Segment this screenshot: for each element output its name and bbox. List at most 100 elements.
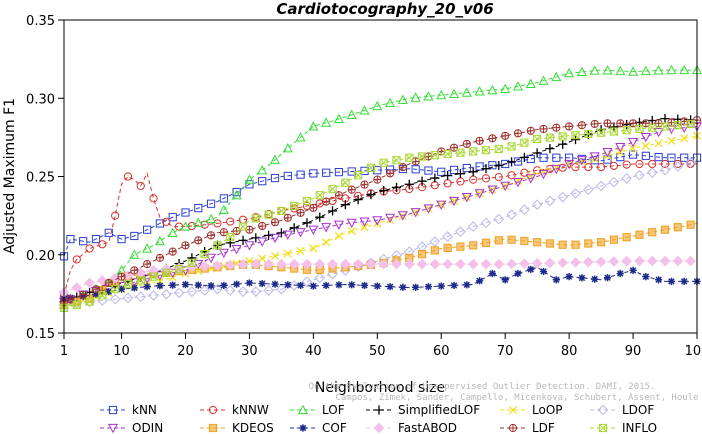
point-simplifiedlof <box>647 115 657 126</box>
point-ldof <box>263 285 274 296</box>
point-inflo <box>85 297 94 306</box>
point-kdeos <box>98 286 107 295</box>
point-knn <box>462 163 471 173</box>
point-lof <box>538 75 549 85</box>
point-cof <box>296 281 305 290</box>
point-inflo <box>213 241 222 250</box>
point-ldf <box>66 295 75 304</box>
legend-label: KDEOS <box>232 421 274 434</box>
point-cof <box>220 281 228 290</box>
point-odin <box>346 218 357 229</box>
point-cof <box>322 281 330 290</box>
legend-entry-ldof: LDOF <box>590 403 654 417</box>
point-inflo <box>341 178 350 187</box>
point-fastabod <box>263 258 274 270</box>
y-axis-title: Adjusted Maximum F1 <box>2 98 18 254</box>
point-fastabod <box>327 258 338 270</box>
point-kdeos <box>584 239 593 248</box>
point-lof <box>218 204 229 214</box>
point-knn <box>258 177 267 186</box>
series-loop <box>59 131 702 309</box>
point-ldof <box>634 169 645 181</box>
point-knnw <box>149 194 158 203</box>
x-tick-label: 90 <box>625 344 642 359</box>
point-cof <box>501 276 509 284</box>
legend: kNN kNNW LOF SimplifiedLOF LoOP LDOF ODIN KDEOS… <box>100 403 657 434</box>
y-tick-label: 0.15 <box>26 327 55 342</box>
point-kdeos <box>469 241 478 250</box>
legend-entry-knnw: kNNW <box>200 403 269 417</box>
legend-entry-kdeos: KDEOS <box>200 421 274 434</box>
point-cof <box>373 282 381 290</box>
point-lof <box>615 65 626 76</box>
series-cof <box>60 265 701 303</box>
point-inflo <box>174 265 184 274</box>
point-lof <box>142 243 153 253</box>
point-ldof <box>519 204 530 215</box>
point-ldof <box>467 221 479 232</box>
point-kdeos <box>545 239 555 248</box>
point-kdeos <box>686 220 695 229</box>
point-ldof <box>109 293 121 305</box>
point-inflo <box>596 128 606 137</box>
point-odin <box>602 147 613 158</box>
point-loop <box>680 134 689 143</box>
point-cof <box>667 277 676 285</box>
point-fastabod <box>582 256 594 268</box>
point-inflo <box>379 158 388 167</box>
point-simplifiedlof <box>519 152 529 163</box>
point-fastabod <box>199 261 210 272</box>
point-ldof <box>148 290 159 301</box>
x-tick-label: 50 <box>369 344 386 359</box>
legend-entry-fastabod: FastABOD <box>366 421 457 434</box>
point-knnw <box>481 174 491 183</box>
point-fastabod <box>237 259 249 270</box>
legend-entry-lof: LOF <box>290 403 345 417</box>
point-knn <box>628 150 638 159</box>
y-tick-label: 0.35 <box>26 14 55 29</box>
series-ldf <box>59 116 702 306</box>
x-tick-label: 30 <box>241 344 258 359</box>
point-inflo <box>430 151 439 160</box>
point-cof <box>245 279 254 287</box>
point-ldf <box>526 126 535 135</box>
x-tick-label: 40 <box>305 344 322 359</box>
point-cof <box>527 265 535 273</box>
point-ldf <box>270 218 280 227</box>
point-cof <box>284 281 292 289</box>
point-lof <box>525 78 536 88</box>
point-loop <box>462 193 471 202</box>
point-ldof <box>659 164 671 176</box>
legend-label: INFLO <box>622 421 657 434</box>
point-simplifiedlof <box>391 182 402 193</box>
point-fastabod <box>557 257 569 269</box>
point-loop <box>322 238 331 247</box>
point-fastabod <box>467 258 479 270</box>
point-lof <box>666 64 677 75</box>
series-line-ldof <box>63 160 698 306</box>
point-fastabod <box>608 256 620 267</box>
point-fastabod <box>621 255 632 267</box>
point-knn <box>552 153 561 162</box>
legend-label: kNN <box>132 403 157 417</box>
point-knn <box>654 152 663 162</box>
point-ldof <box>672 161 684 172</box>
point-odin <box>576 156 587 166</box>
point-loop <box>360 223 369 232</box>
point-fastabod <box>212 260 223 272</box>
point-inflo <box>494 144 503 154</box>
legend-marker-fastabod <box>373 422 385 434</box>
point-ldf <box>283 213 292 222</box>
point-knn <box>475 162 484 171</box>
point-lof <box>602 65 613 75</box>
point-knnw <box>494 173 503 182</box>
point-kdeos <box>571 240 580 249</box>
point-ldf <box>449 143 459 152</box>
legend-label: COF <box>322 421 347 434</box>
point-cof <box>642 273 650 281</box>
point-lof <box>679 64 690 75</box>
point-inflo <box>149 272 158 281</box>
point-ldf <box>322 197 331 206</box>
point-cof <box>258 279 266 288</box>
point-fastabod <box>250 258 262 270</box>
